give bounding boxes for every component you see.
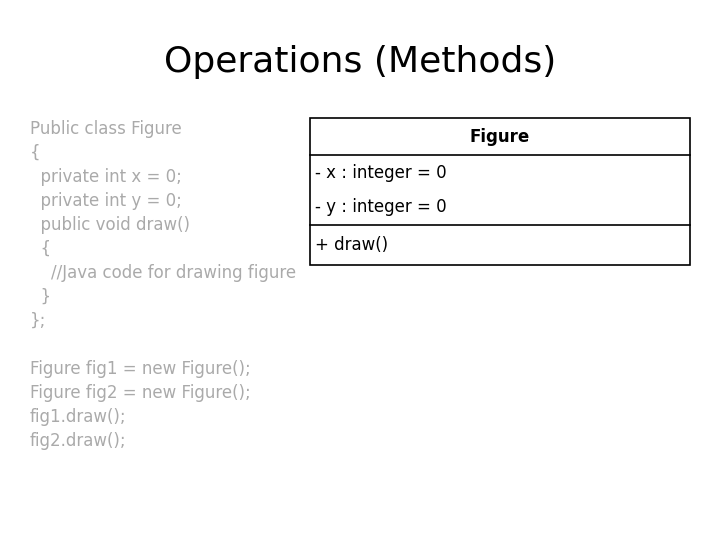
Text: };: };: [30, 312, 46, 330]
Bar: [310, 118, 690, 265]
Text: - x : integer = 0: - x : integer = 0: [315, 164, 446, 181]
Text: public void draw(): public void draw(): [30, 216, 190, 234]
Text: }: }: [30, 288, 51, 306]
Text: Operations (Methods): Operations (Methods): [164, 45, 556, 79]
Text: fig1.draw();: fig1.draw();: [30, 408, 127, 426]
Text: Public class Figure: Public class Figure: [30, 120, 181, 138]
Text: private int x = 0;: private int x = 0;: [30, 168, 182, 186]
Text: Figure fig1 = new Figure();: Figure fig1 = new Figure();: [30, 360, 251, 378]
Text: //Java code for drawing figure: //Java code for drawing figure: [30, 264, 296, 282]
Text: private int y = 0;: private int y = 0;: [30, 192, 182, 210]
Text: Figure: Figure: [470, 127, 530, 145]
Text: - y : integer = 0: - y : integer = 0: [315, 199, 446, 217]
Text: {: {: [30, 240, 51, 258]
Text: fig2.draw();: fig2.draw();: [30, 432, 127, 450]
Text: {: {: [30, 144, 40, 162]
Text: + draw(): + draw(): [315, 236, 388, 254]
Text: Figure fig2 = new Figure();: Figure fig2 = new Figure();: [30, 384, 251, 402]
